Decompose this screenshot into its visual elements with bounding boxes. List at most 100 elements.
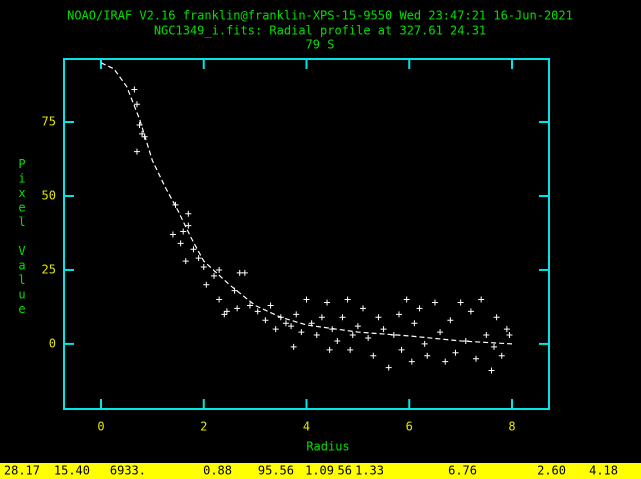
data-point xyxy=(133,148,140,155)
data-point xyxy=(493,314,500,321)
data-point xyxy=(452,349,459,356)
data-point xyxy=(457,299,464,306)
data-point xyxy=(411,320,418,327)
x-tick-label: 4 xyxy=(303,420,310,434)
data-point xyxy=(221,311,228,318)
data-point xyxy=(473,355,480,362)
status-value: 4.18 xyxy=(589,464,618,478)
data-point xyxy=(131,86,138,93)
data-point xyxy=(139,130,146,137)
data-point xyxy=(298,329,305,336)
data-point xyxy=(211,272,218,279)
status-value: 28.17 xyxy=(4,464,40,478)
data-point xyxy=(182,258,189,265)
data-point xyxy=(442,358,449,365)
x-tick-label: 2 xyxy=(200,420,207,434)
data-point xyxy=(262,317,269,324)
data-point xyxy=(380,326,387,333)
y-tick-label: 75 xyxy=(42,115,56,129)
data-point xyxy=(203,281,210,288)
data-point xyxy=(334,337,341,344)
status-bar xyxy=(0,463,641,479)
data-point xyxy=(395,311,402,318)
data-point xyxy=(498,352,505,359)
data-point xyxy=(447,317,454,324)
status-values: 28.17 15.40 6933. 0.88 95.56 1.09 56 1.33 6.76 2.… xyxy=(4,464,618,478)
status-value: 1.33 xyxy=(355,464,384,478)
data-point xyxy=(216,296,223,303)
status-value: 6933. xyxy=(110,464,146,478)
data-point xyxy=(503,326,510,333)
data-point xyxy=(424,352,431,359)
y-tick-label: 50 xyxy=(42,188,56,202)
data-point xyxy=(488,367,495,374)
data-point xyxy=(236,269,243,276)
data-point xyxy=(483,332,490,339)
data-point xyxy=(431,299,438,306)
data-point xyxy=(136,121,143,128)
status-value: 1.09 xyxy=(305,464,334,478)
data-point xyxy=(272,326,279,333)
data-point xyxy=(491,343,498,350)
data-point xyxy=(349,332,356,339)
data-point xyxy=(326,346,333,353)
data-point xyxy=(216,266,223,273)
y-tick-label: 0 xyxy=(49,336,56,350)
data-point xyxy=(318,314,325,321)
data-point xyxy=(223,308,230,315)
data-point xyxy=(324,299,331,306)
data-point xyxy=(254,308,261,315)
x-tick-label: 0 xyxy=(97,420,104,434)
data-point xyxy=(234,305,241,312)
annotation: 79 S xyxy=(306,38,335,52)
data-point xyxy=(246,302,253,309)
status-value: 56 xyxy=(338,464,352,478)
data-point xyxy=(347,346,354,353)
data-point xyxy=(133,101,140,108)
data-point xyxy=(339,314,346,321)
data-point xyxy=(190,246,197,253)
data-point xyxy=(385,364,392,371)
data-point xyxy=(185,222,192,229)
data-point xyxy=(290,343,297,350)
data-point xyxy=(180,228,187,235)
data-point xyxy=(478,296,485,303)
data-point xyxy=(200,263,207,270)
status-value: 95.56 xyxy=(258,464,294,478)
data-point xyxy=(344,296,351,303)
status-value: 15.40 xyxy=(54,464,90,478)
data-point xyxy=(360,305,367,312)
x-axis-label: Radius xyxy=(306,440,349,454)
data-point xyxy=(241,269,248,276)
data-point xyxy=(303,296,310,303)
data-point xyxy=(185,210,192,217)
data-point xyxy=(467,308,474,315)
data-point xyxy=(416,305,423,312)
data-point xyxy=(313,332,320,339)
subtitle: NGC1349_i.fits: Radial profile at 327.61… xyxy=(154,24,486,38)
x-tick-label: 6 xyxy=(406,420,413,434)
data-point xyxy=(437,329,444,336)
data-point xyxy=(375,314,382,321)
data-point xyxy=(398,346,405,353)
data-point xyxy=(354,323,361,330)
data-point xyxy=(288,323,295,330)
data-point xyxy=(177,240,184,247)
y-tick-label: 25 xyxy=(42,262,56,276)
data-point xyxy=(403,296,410,303)
status-value: 6.76 xyxy=(448,464,477,478)
x-tick-label: 8 xyxy=(508,420,515,434)
data-point xyxy=(293,311,300,318)
status-value: 0.88 xyxy=(203,464,232,478)
data-point xyxy=(421,340,428,347)
data-point xyxy=(365,334,372,341)
data-point xyxy=(370,352,377,359)
title: NOAO/IRAF V2.16 franklin@franklin-XPS-15… xyxy=(67,9,573,23)
data-point xyxy=(282,320,289,327)
status-value: 2.60 xyxy=(537,464,566,478)
data-point xyxy=(169,231,176,238)
fit-line xyxy=(100,62,513,345)
data-point xyxy=(267,302,274,309)
